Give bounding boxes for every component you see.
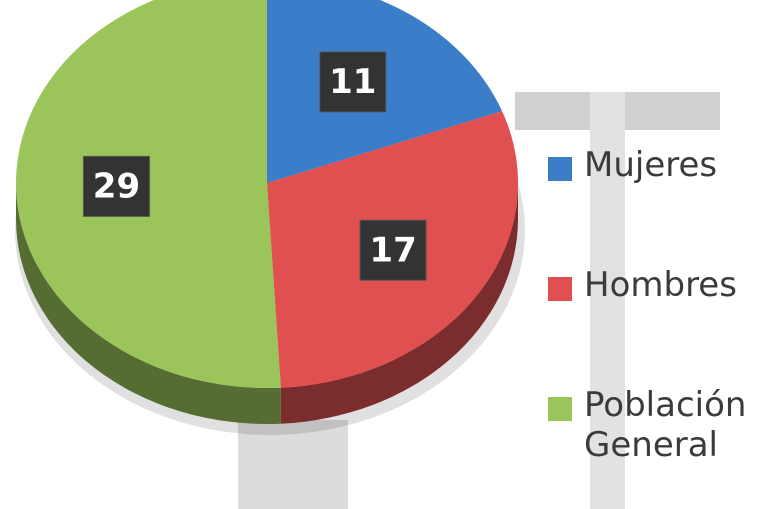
legend-label: Población General <box>584 385 747 465</box>
data-label: 17 <box>369 230 416 270</box>
label-box <box>82 155 150 217</box>
legend-swatch <box>548 397 572 421</box>
data-label: 29 <box>93 166 140 206</box>
slice-side <box>280 183 518 424</box>
legend-swatch <box>548 277 572 301</box>
legend-swatch <box>548 157 572 181</box>
legend: Mujeres Hombres Población General <box>548 145 778 505</box>
legend-item: Mujeres <box>548 145 778 265</box>
slice-side <box>16 183 281 425</box>
legend-label: Hombres <box>584 265 737 305</box>
label-box <box>359 219 427 281</box>
data-label: 11 <box>329 62 376 102</box>
legend-item: Población General <box>548 385 778 505</box>
backdrop <box>590 92 625 509</box>
backdrop <box>238 420 348 509</box>
label-box <box>319 51 387 113</box>
legend-item: Hombres <box>548 265 778 385</box>
legend-label: Mujeres <box>584 145 718 185</box>
